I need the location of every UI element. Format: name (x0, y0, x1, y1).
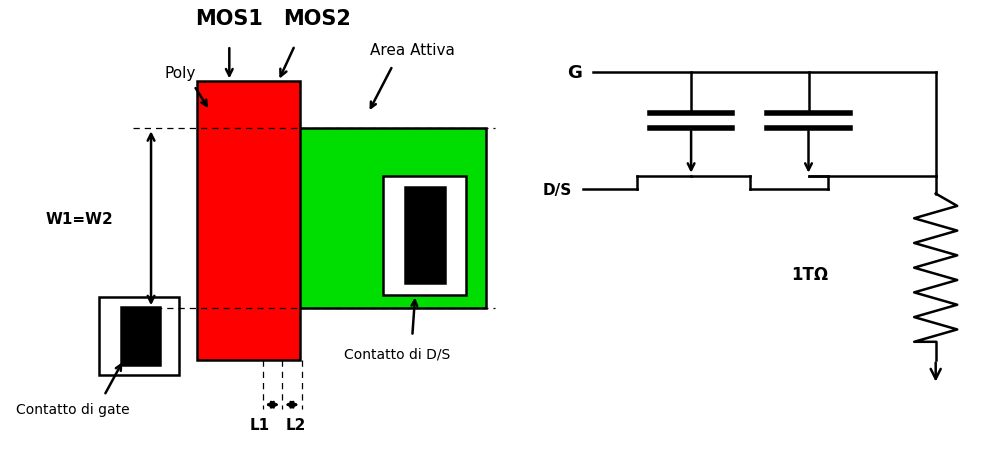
Bar (246, 129, 486, 308)
Text: Area Attiva: Area Attiva (370, 43, 455, 58)
Bar (120, 307, 160, 365)
Text: D/S: D/S (542, 182, 572, 197)
Text: Contatto di gate: Contatto di gate (16, 402, 129, 416)
Bar (100, 297, 179, 376)
Text: W1=W2: W1=W2 (45, 211, 113, 226)
Text: Poly: Poly (165, 65, 196, 81)
Text: MOS1: MOS1 (195, 9, 263, 29)
Text: G: G (567, 64, 582, 82)
Text: 1TΩ: 1TΩ (791, 266, 828, 284)
Text: L2: L2 (286, 418, 306, 433)
Bar (383, 176, 466, 295)
Text: Contatto di D/S: Contatto di D/S (344, 346, 451, 360)
Text: MOS2: MOS2 (283, 9, 351, 29)
Bar (405, 188, 445, 284)
Bar (197, 82, 300, 360)
Text: L1: L1 (249, 418, 270, 433)
